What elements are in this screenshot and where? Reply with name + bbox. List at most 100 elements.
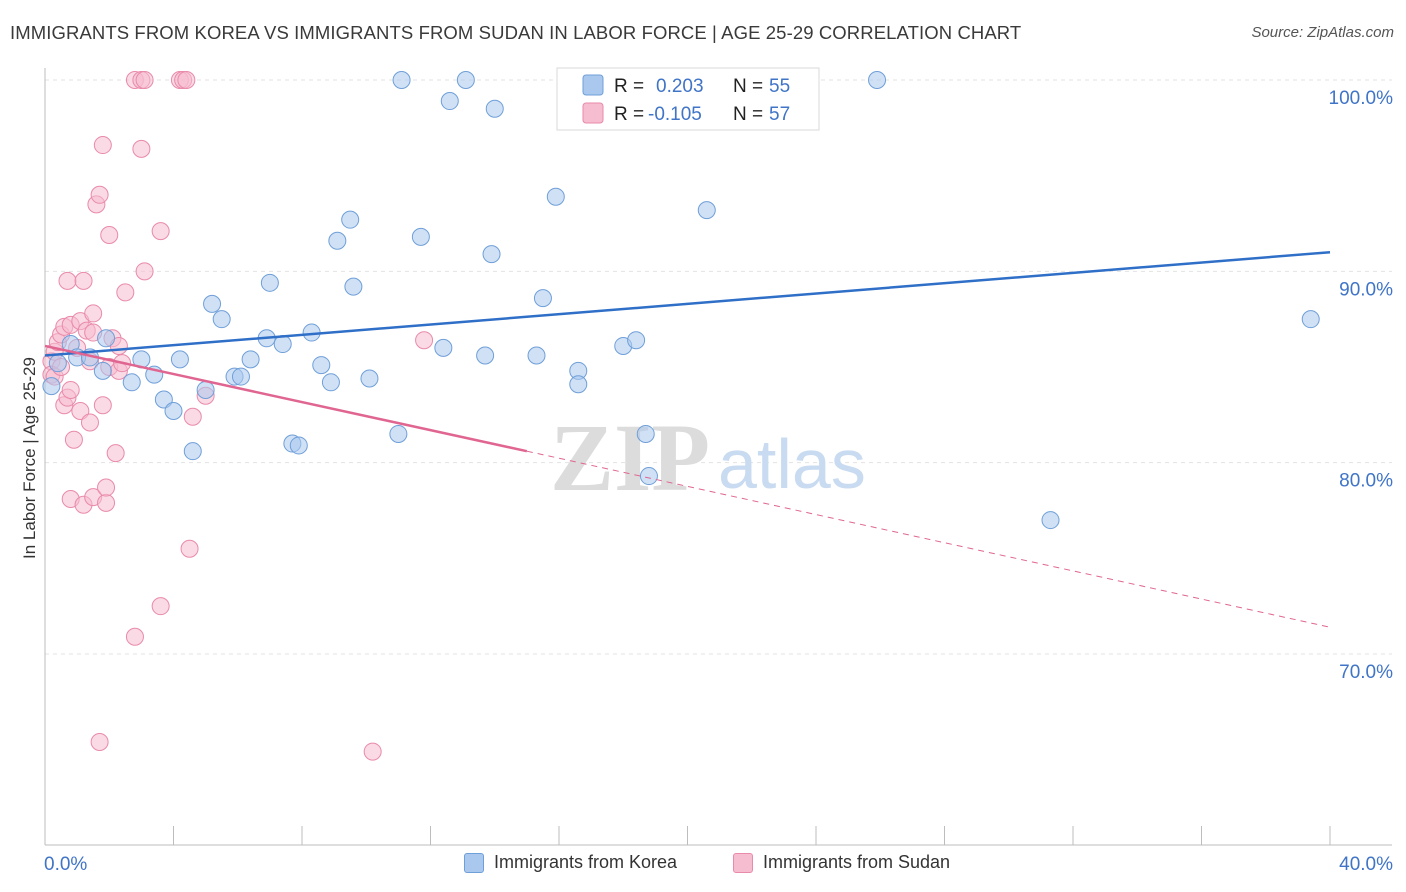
legend-top-sudan-r-value: -0.105 bbox=[648, 104, 702, 125]
trend-layer bbox=[44, 250, 1331, 628]
korea-point bbox=[569, 375, 588, 394]
sudan-point bbox=[80, 413, 99, 432]
korea-point bbox=[170, 350, 189, 369]
y-tick-label-70: 70.0% bbox=[1339, 662, 1393, 683]
axis-layer bbox=[44, 68, 1392, 846]
y-tick-label-90: 90.0% bbox=[1339, 279, 1393, 300]
sudan-point bbox=[363, 742, 382, 761]
korea-trend-line bbox=[44, 250, 1331, 357]
grid-layer bbox=[45, 79, 1392, 655]
watermark-zip: ZIP bbox=[550, 404, 710, 511]
legend-top-korea-swatch bbox=[582, 74, 604, 96]
legend-top-korea-r-value: 0.203 bbox=[656, 76, 704, 97]
sudan-point bbox=[64, 430, 83, 449]
watermark: ZIP atlas bbox=[550, 404, 866, 511]
korea-point bbox=[392, 71, 411, 89]
legend-label-korea: Immigrants from Korea bbox=[494, 852, 678, 872]
korea-point bbox=[42, 377, 61, 396]
sudan-point bbox=[90, 185, 109, 204]
korea-point bbox=[328, 231, 347, 250]
legend-top-korea-n-value: 55 bbox=[769, 76, 790, 97]
korea-point bbox=[48, 354, 67, 373]
korea-point bbox=[312, 356, 331, 375]
sudan-point bbox=[135, 71, 154, 89]
korea-point bbox=[639, 467, 658, 486]
legend-item-sudan[interactable]: Immigrants from Sudan bbox=[733, 852, 950, 873]
korea-point bbox=[533, 289, 552, 308]
korea-point bbox=[697, 201, 716, 220]
korea-point bbox=[183, 442, 202, 461]
korea-point bbox=[389, 424, 408, 443]
korea-point bbox=[868, 71, 887, 89]
watermark-atlas: atlas bbox=[718, 425, 866, 503]
chart-title: IMMIGRANTS FROM KOREA VS IMMIGRANTS FROM… bbox=[10, 22, 1022, 43]
sudan-point bbox=[151, 597, 170, 616]
korea-point bbox=[93, 361, 112, 380]
korea-point bbox=[212, 310, 231, 329]
sudan-point bbox=[415, 331, 434, 350]
sudan-point bbox=[180, 539, 199, 558]
sudan-point bbox=[183, 407, 202, 426]
korea-point bbox=[440, 92, 459, 111]
x-tick-label-min: 0.0% bbox=[44, 854, 87, 875]
legend-top-korea-n-label: N = bbox=[733, 76, 763, 97]
korea-point bbox=[485, 99, 504, 118]
legend-swatch-korea bbox=[464, 852, 484, 873]
sudan-point bbox=[151, 222, 170, 241]
sudan-point bbox=[84, 304, 103, 323]
korea-point bbox=[289, 436, 308, 455]
legend-top: R = 0.203 N = 55 R = -0.105 N = 57 bbox=[556, 67, 820, 131]
korea-point bbox=[482, 245, 501, 264]
korea-point bbox=[360, 369, 379, 388]
sudan-trend-extension bbox=[526, 450, 1331, 628]
sudan-point bbox=[58, 271, 77, 290]
korea-point bbox=[344, 277, 363, 296]
korea-point bbox=[122, 373, 141, 392]
source-label: Source: ZipAtlas.com bbox=[1251, 24, 1394, 41]
korea-point bbox=[636, 424, 655, 443]
sudan-point bbox=[97, 478, 116, 497]
legend-item-korea[interactable]: Immigrants from Korea bbox=[464, 852, 677, 873]
korea-point bbox=[546, 187, 565, 206]
legend-bottom: Immigrants from Korea Immigrants from Su… bbox=[0, 852, 1406, 878]
korea-point bbox=[164, 402, 183, 421]
korea-point bbox=[241, 350, 260, 369]
korea-point bbox=[196, 380, 215, 399]
sudan-point bbox=[177, 71, 196, 89]
korea-point bbox=[260, 273, 279, 292]
korea-point bbox=[203, 294, 222, 313]
y-tick-label-100: 100.0% bbox=[1329, 88, 1394, 109]
korea-point bbox=[321, 373, 340, 392]
korea-point bbox=[476, 346, 495, 365]
sudan-point bbox=[71, 402, 90, 421]
korea-point bbox=[527, 346, 546, 365]
korea-point bbox=[341, 210, 360, 229]
sudan-point bbox=[90, 733, 109, 752]
sudan-point bbox=[106, 444, 125, 463]
korea-point bbox=[231, 367, 250, 386]
sudan-point bbox=[93, 136, 112, 155]
sudan-point bbox=[135, 262, 154, 281]
x-tick-label-max: 40.0% bbox=[1339, 854, 1393, 875]
legend-label-sudan: Immigrants from Sudan bbox=[763, 852, 951, 872]
sudan-point bbox=[125, 627, 144, 646]
korea-point bbox=[456, 71, 475, 89]
sudan-point bbox=[132, 139, 151, 158]
sudan-point bbox=[93, 396, 112, 415]
y-tick-label-80: 80.0% bbox=[1339, 471, 1393, 492]
legend-top-sudan-swatch bbox=[582, 102, 604, 124]
korea-point bbox=[97, 329, 116, 348]
legend-top-sudan-n-label: N = bbox=[733, 104, 763, 125]
sudan-point bbox=[61, 380, 80, 399]
sudan-point bbox=[116, 283, 135, 302]
korea-point bbox=[434, 338, 453, 357]
sudan-trend-line bbox=[44, 344, 528, 453]
korea-point bbox=[627, 331, 646, 350]
legend-top-sudan-r-label: R = bbox=[614, 104, 644, 125]
legend-swatch-sudan bbox=[733, 852, 753, 873]
sudan-point bbox=[100, 225, 119, 244]
tick-label-layer: 70.0% 80.0% 90.0% 100.0% 0.0% 40.0% bbox=[44, 88, 1393, 875]
sudan-points bbox=[42, 71, 434, 761]
korea-point bbox=[1041, 511, 1060, 530]
